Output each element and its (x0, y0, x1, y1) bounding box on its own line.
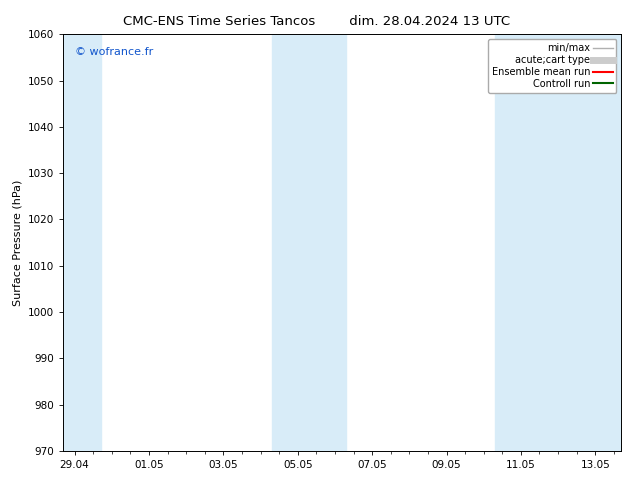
Y-axis label: Surface Pressure (hPa): Surface Pressure (hPa) (13, 179, 23, 306)
Legend: min/max, acute;cart type, Ensemble mean run, Controll run: min/max, acute;cart type, Ensemble mean … (488, 39, 616, 93)
Text: CMC-ENS Time Series Tancos        dim. 28.04.2024 13 UTC: CMC-ENS Time Series Tancos dim. 28.04.20… (124, 15, 510, 28)
Text: © wofrance.fr: © wofrance.fr (75, 47, 153, 57)
Bar (272, 34, 346, 451)
Bar (495, 34, 621, 451)
Bar (63, 34, 101, 451)
